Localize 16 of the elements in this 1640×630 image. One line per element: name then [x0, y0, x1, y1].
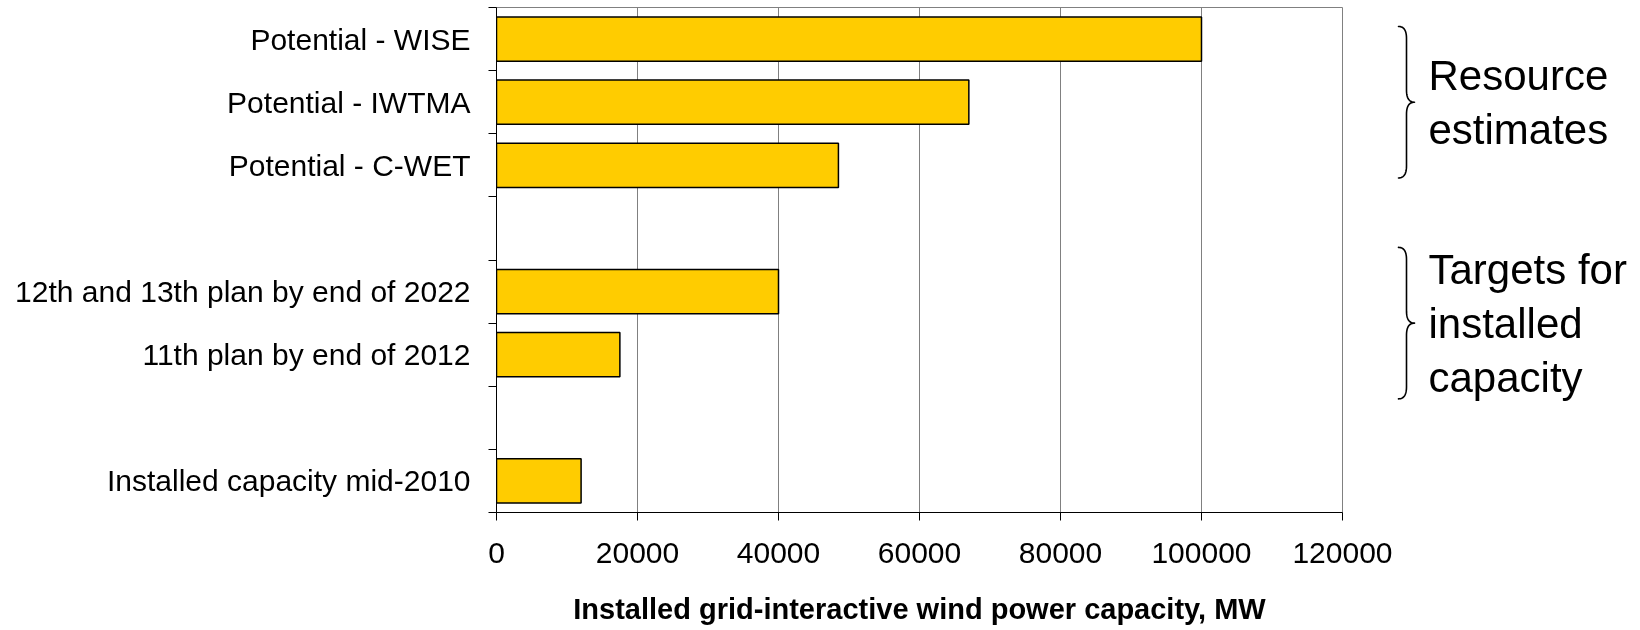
x-axis-title: Installed grid-interactive wind power capacity, MW: [573, 592, 1267, 625]
x-tick-label: 60000: [877, 535, 962, 569]
y-tick-label: Installed capacity mid-2010: [106, 464, 471, 498]
y-tick-label: 12th and 13th plan by end of 2022: [15, 275, 471, 309]
x-tick-label: 80000: [1018, 535, 1103, 569]
text: Targets for installed capacity: [1428, 245, 1627, 401]
x-tick-label: 0: [488, 535, 505, 569]
text: Resource estimates: [1428, 51, 1609, 153]
x-tick-label: 120000: [1292, 535, 1393, 569]
x-tick-label: 20000: [595, 535, 680, 569]
y-tick-label: 11th plan by end of 2012: [142, 338, 471, 372]
x-tick-label: 100000: [1151, 535, 1252, 569]
y-tick-label: Potential - C-WET: [228, 148, 471, 182]
y-tick-label: Potential - IWTMA: [227, 85, 471, 119]
y-tick-label: Potential - WISE: [250, 22, 471, 56]
x-tick-label: 40000: [736, 535, 821, 569]
